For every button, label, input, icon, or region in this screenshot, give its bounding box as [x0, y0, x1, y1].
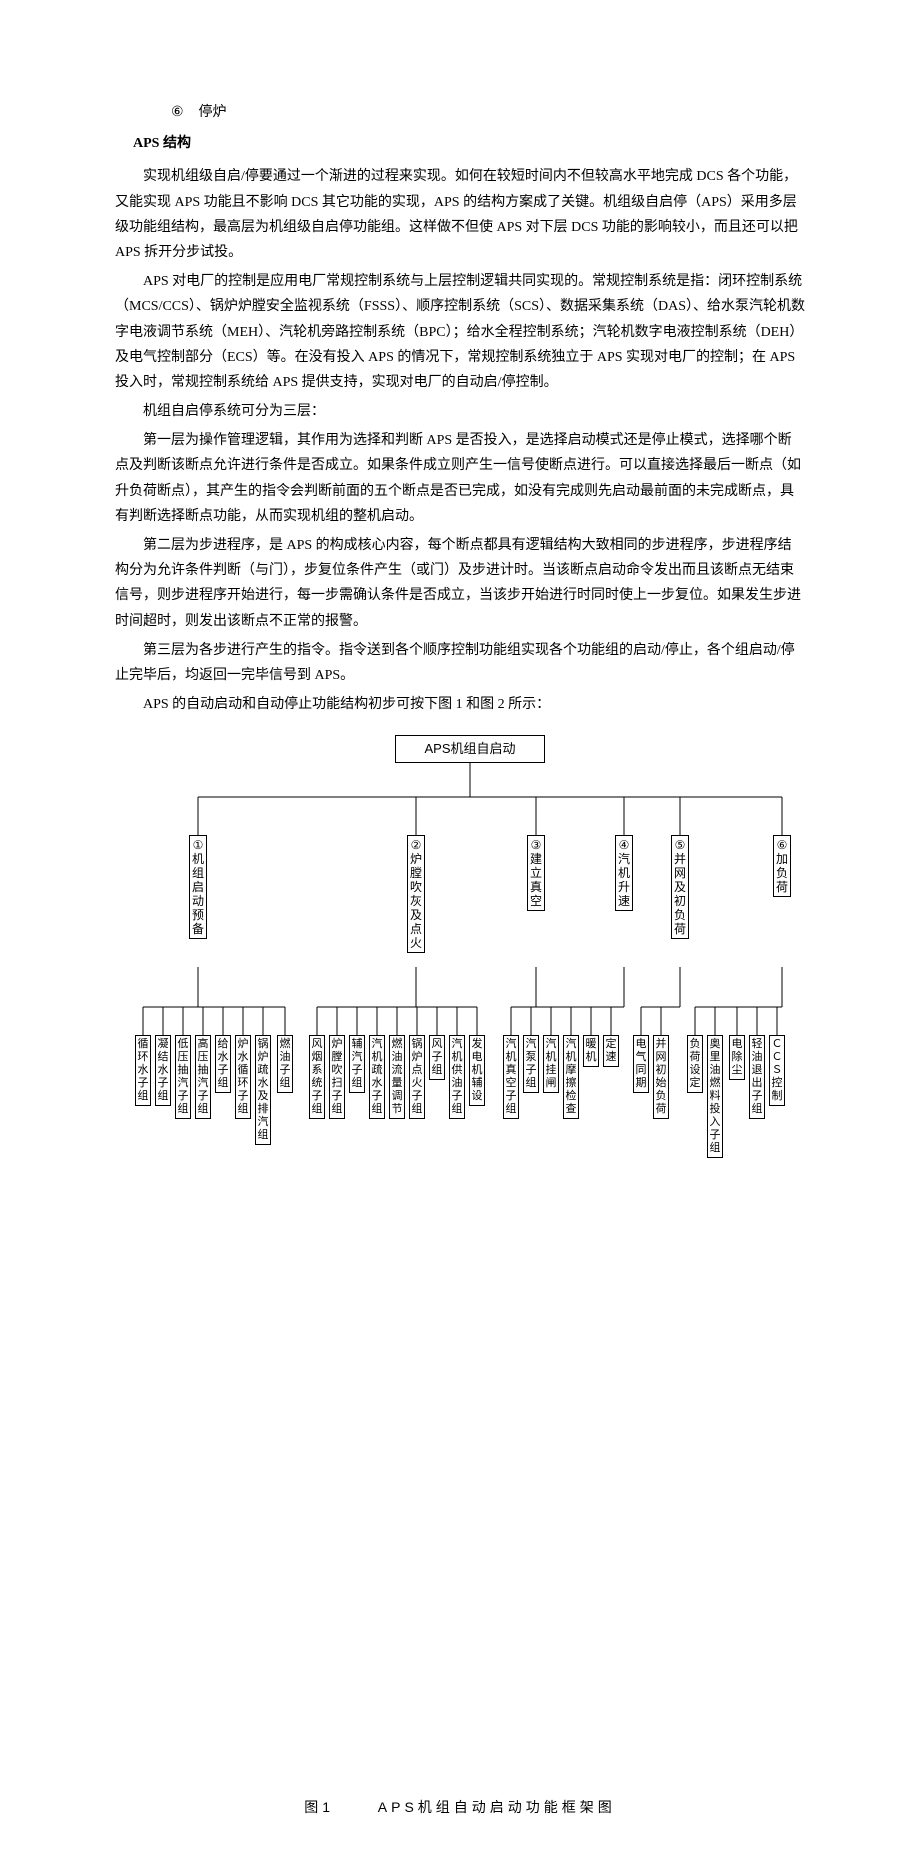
diagram-leaf-11: 汽机疏水子组: [369, 1035, 385, 1119]
diagram-leaf-27: 电除尘: [729, 1035, 745, 1080]
diagram-leaf-24: 并网初始负荷: [653, 1035, 669, 1119]
diagram-leaf-9: 炉膛吹扫子组: [329, 1035, 345, 1119]
diagram-mid-2: ③建立真空: [527, 835, 545, 911]
diagram-leaf-25: 负荷设定: [687, 1035, 703, 1093]
diagram-leaf-10: 辅汽子组: [349, 1035, 365, 1093]
diagram-leaf-19: 汽机挂闸: [543, 1035, 559, 1093]
diagram-leaf-14: 风子组: [429, 1035, 445, 1080]
diagram-leaf-20: 汽机摩擦检查: [563, 1035, 579, 1119]
diagram-leaf-18: 汽泵子组: [523, 1035, 539, 1093]
diagram-mid-1: ②炉膛吹灰及点火: [407, 835, 425, 953]
diagram-leaf-15: 汽机供油子组: [449, 1035, 465, 1119]
diagram-leaf-29: ＣＣＳ控制: [769, 1035, 785, 1106]
diagram-mid-0: ①机组启动预备: [189, 835, 207, 939]
diagram-root: APS机组自启动: [395, 735, 545, 763]
diagram-leaf-26: 奥里油燃料投入子组: [707, 1035, 723, 1158]
para-2: APS 对电厂的控制是应用电厂常规控制系统与上层控制逻辑共同实现的。常规控制系统…: [115, 269, 805, 395]
diagram-leaf-12: 燃油流量调节: [389, 1035, 405, 1119]
diagram-leaf-1: 凝结水子组: [155, 1035, 171, 1106]
diagram-leaf-5: 炉水循环子组: [235, 1035, 251, 1119]
diagram-mid-3: ④汽机升速: [615, 835, 633, 911]
diagram-leaf-8: 风烟系统子组: [309, 1035, 325, 1119]
para-3: 机组自启停系统可分为三层：: [115, 399, 805, 424]
caption-title: APS机组自动启动功能框架图: [378, 1799, 616, 1815]
diagram-leaf-22: 定速: [603, 1035, 619, 1067]
para-5: 第二层为步进程序，是 APS 的构成核心内容，每个断点都具有逻辑结构大致相同的步…: [115, 533, 805, 634]
diagram-mid-5: ⑥加负荷: [773, 835, 791, 897]
diagram-leaf-2: 低压抽汽子组: [175, 1035, 191, 1119]
diagram-leaf-13: 锅炉点火子组: [409, 1035, 425, 1119]
diagram-mid-4: ⑤并网及初负荷: [671, 835, 689, 939]
diagram-leaf-28: 轻油退出子组: [749, 1035, 765, 1119]
diagram-leaf-7: 燃油子组: [277, 1035, 293, 1093]
stop-furnace-item: ⑥ 停炉: [115, 100, 805, 125]
para-1: 实现机组级自启/停要通过一个渐进的过程来实现。如何在较短时间内不但较高水平地完成…: [115, 164, 805, 265]
diagram-leaf-17: 汽机真空子组: [503, 1035, 519, 1119]
diagram-leaf-21: 暖机: [583, 1035, 599, 1067]
aps-structure-heading: APS 结构: [133, 131, 805, 156]
diagram-leaf-16: 发电机辅设: [469, 1035, 485, 1106]
para-7: APS 的自动启动和自动停止功能结构初步可按下图 1 和图 2 所示：: [115, 692, 805, 717]
caption-label: 图1: [304, 1799, 334, 1815]
list-marker: ⑥: [171, 100, 195, 125]
diagram-leaf-3: 高压抽汽子组: [195, 1035, 211, 1119]
diagram-leaf-6: 锅炉疏水及排汽组: [255, 1035, 271, 1145]
list-text: 停炉: [199, 105, 227, 120]
para-6: 第三层为各步进行产生的指令。指令送到各个顺序控制功能组实现各个功能组的启动/停止…: [115, 638, 805, 688]
figure-caption: 图1 APS机组自动启动功能框架图: [115, 1795, 805, 1820]
diagram-leaf-4: 给水子组: [215, 1035, 231, 1093]
diagram-leaf-0: 循环水子组: [135, 1035, 151, 1106]
aps-start-diagram: APS机组自启动 ①机组启动预备 ②炉膛吹灰及点火 ③建立真空 ④汽机升速 ⑤并网及初负荷…: [115, 735, 805, 1820]
para-4: 第一层为操作管理逻辑，其作用为选择和判断 APS 是否投入，是选择启动模式还是停…: [115, 428, 805, 529]
diagram-leaf-23: 电气同期: [633, 1035, 649, 1093]
